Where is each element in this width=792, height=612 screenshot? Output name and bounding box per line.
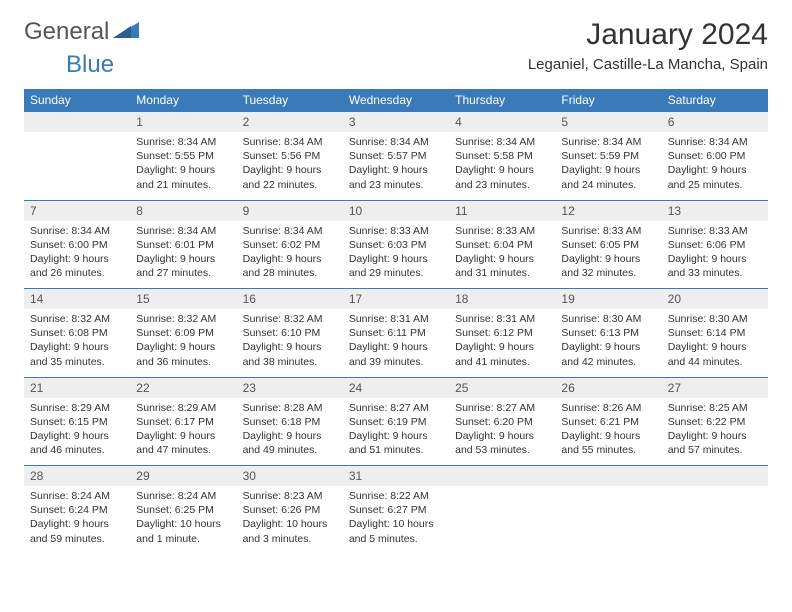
logo-text-blue: Blue bbox=[66, 51, 114, 79]
day-number: 18 bbox=[449, 289, 555, 310]
day-number: 21 bbox=[24, 377, 130, 398]
day-cell: Sunrise: 8:24 AMSunset: 6:25 PMDaylight:… bbox=[130, 486, 236, 554]
day-number: 9 bbox=[237, 200, 343, 221]
day-cell: Sunrise: 8:31 AMSunset: 6:12 PMDaylight:… bbox=[449, 309, 555, 377]
day-cell: Sunrise: 8:32 AMSunset: 6:10 PMDaylight:… bbox=[237, 309, 343, 377]
day-number: 20 bbox=[662, 289, 768, 310]
title-block: January 2024 Leganiel, Castille-La Manch… bbox=[528, 18, 768, 73]
day-cell: Sunrise: 8:27 AMSunset: 6:19 PMDaylight:… bbox=[343, 398, 449, 466]
weekday-header: Monday bbox=[130, 89, 236, 112]
day-number: 10 bbox=[343, 200, 449, 221]
day-number: 24 bbox=[343, 377, 449, 398]
day-cell: Sunrise: 8:34 AMSunset: 5:59 PMDaylight:… bbox=[555, 132, 661, 200]
day-number: 7 bbox=[24, 200, 130, 221]
day-number: 23 bbox=[237, 377, 343, 398]
day-number-row: 21222324252627 bbox=[24, 377, 768, 398]
day-cell: Sunrise: 8:22 AMSunset: 6:27 PMDaylight:… bbox=[343, 486, 449, 554]
logo: General bbox=[24, 18, 141, 46]
day-cell bbox=[555, 486, 661, 554]
logo-triangle-icon bbox=[113, 20, 139, 45]
day-number-row: 14151617181920 bbox=[24, 289, 768, 310]
day-cell bbox=[24, 132, 130, 200]
day-cell: Sunrise: 8:34 AMSunset: 5:57 PMDaylight:… bbox=[343, 132, 449, 200]
day-cell: Sunrise: 8:33 AMSunset: 6:04 PMDaylight:… bbox=[449, 221, 555, 289]
day-number: 22 bbox=[130, 377, 236, 398]
day-cell: Sunrise: 8:27 AMSunset: 6:20 PMDaylight:… bbox=[449, 398, 555, 466]
day-content-row: Sunrise: 8:29 AMSunset: 6:15 PMDaylight:… bbox=[24, 398, 768, 466]
day-number: 28 bbox=[24, 466, 130, 487]
day-cell: Sunrise: 8:33 AMSunset: 6:06 PMDaylight:… bbox=[662, 221, 768, 289]
day-number: 29 bbox=[130, 466, 236, 487]
day-number bbox=[24, 112, 130, 133]
day-number bbox=[449, 466, 555, 487]
day-cell: Sunrise: 8:29 AMSunset: 6:15 PMDaylight:… bbox=[24, 398, 130, 466]
day-number-row: 28293031 bbox=[24, 466, 768, 487]
day-cell: Sunrise: 8:32 AMSunset: 6:08 PMDaylight:… bbox=[24, 309, 130, 377]
day-number: 26 bbox=[555, 377, 661, 398]
day-number-row: 123456 bbox=[24, 112, 768, 133]
calendar-table: Sunday Monday Tuesday Wednesday Thursday… bbox=[24, 89, 768, 554]
day-number: 12 bbox=[555, 200, 661, 221]
day-number: 1 bbox=[130, 112, 236, 133]
weekday-header: Tuesday bbox=[237, 89, 343, 112]
location: Leganiel, Castille-La Mancha, Spain bbox=[528, 56, 768, 73]
day-number: 13 bbox=[662, 200, 768, 221]
weekday-header: Thursday bbox=[449, 89, 555, 112]
day-cell: Sunrise: 8:26 AMSunset: 6:21 PMDaylight:… bbox=[555, 398, 661, 466]
day-cell bbox=[662, 486, 768, 554]
day-cell: Sunrise: 8:28 AMSunset: 6:18 PMDaylight:… bbox=[237, 398, 343, 466]
day-cell bbox=[449, 486, 555, 554]
day-cell: Sunrise: 8:25 AMSunset: 6:22 PMDaylight:… bbox=[662, 398, 768, 466]
day-cell: Sunrise: 8:32 AMSunset: 6:09 PMDaylight:… bbox=[130, 309, 236, 377]
day-number: 19 bbox=[555, 289, 661, 310]
day-cell: Sunrise: 8:34 AMSunset: 5:58 PMDaylight:… bbox=[449, 132, 555, 200]
day-cell: Sunrise: 8:33 AMSunset: 6:03 PMDaylight:… bbox=[343, 221, 449, 289]
day-number: 30 bbox=[237, 466, 343, 487]
weekday-header: Saturday bbox=[662, 89, 768, 112]
day-number: 6 bbox=[662, 112, 768, 133]
day-number: 3 bbox=[343, 112, 449, 133]
day-content-row: Sunrise: 8:32 AMSunset: 6:08 PMDaylight:… bbox=[24, 309, 768, 377]
day-cell: Sunrise: 8:30 AMSunset: 6:14 PMDaylight:… bbox=[662, 309, 768, 377]
weekday-header: Wednesday bbox=[343, 89, 449, 112]
day-number: 5 bbox=[555, 112, 661, 133]
day-number: 27 bbox=[662, 377, 768, 398]
day-content-row: Sunrise: 8:34 AMSunset: 5:55 PMDaylight:… bbox=[24, 132, 768, 200]
day-number-row: 78910111213 bbox=[24, 200, 768, 221]
day-number: 8 bbox=[130, 200, 236, 221]
weekday-header-row: Sunday Monday Tuesday Wednesday Thursday… bbox=[24, 89, 768, 112]
day-number: 31 bbox=[343, 466, 449, 487]
day-content-row: Sunrise: 8:34 AMSunset: 6:00 PMDaylight:… bbox=[24, 221, 768, 289]
day-cell: Sunrise: 8:33 AMSunset: 6:05 PMDaylight:… bbox=[555, 221, 661, 289]
day-cell: Sunrise: 8:30 AMSunset: 6:13 PMDaylight:… bbox=[555, 309, 661, 377]
day-cell: Sunrise: 8:23 AMSunset: 6:26 PMDaylight:… bbox=[237, 486, 343, 554]
day-cell: Sunrise: 8:29 AMSunset: 6:17 PMDaylight:… bbox=[130, 398, 236, 466]
month-title: January 2024 bbox=[528, 18, 768, 52]
day-cell: Sunrise: 8:24 AMSunset: 6:24 PMDaylight:… bbox=[24, 486, 130, 554]
day-number: 4 bbox=[449, 112, 555, 133]
weekday-header: Friday bbox=[555, 89, 661, 112]
day-number bbox=[555, 466, 661, 487]
logo-text-general: General bbox=[24, 18, 109, 46]
day-number: 16 bbox=[237, 289, 343, 310]
day-cell: Sunrise: 8:34 AMSunset: 5:56 PMDaylight:… bbox=[237, 132, 343, 200]
day-number: 15 bbox=[130, 289, 236, 310]
day-number: 2 bbox=[237, 112, 343, 133]
day-cell: Sunrise: 8:34 AMSunset: 5:55 PMDaylight:… bbox=[130, 132, 236, 200]
day-content-row: Sunrise: 8:24 AMSunset: 6:24 PMDaylight:… bbox=[24, 486, 768, 554]
day-cell: Sunrise: 8:31 AMSunset: 6:11 PMDaylight:… bbox=[343, 309, 449, 377]
day-number bbox=[662, 466, 768, 487]
day-cell: Sunrise: 8:34 AMSunset: 6:01 PMDaylight:… bbox=[130, 221, 236, 289]
day-number: 14 bbox=[24, 289, 130, 310]
day-number: 17 bbox=[343, 289, 449, 310]
weekday-header: Sunday bbox=[24, 89, 130, 112]
day-number: 25 bbox=[449, 377, 555, 398]
day-cell: Sunrise: 8:34 AMSunset: 6:02 PMDaylight:… bbox=[237, 221, 343, 289]
day-cell: Sunrise: 8:34 AMSunset: 6:00 PMDaylight:… bbox=[662, 132, 768, 200]
day-number: 11 bbox=[449, 200, 555, 221]
day-cell: Sunrise: 8:34 AMSunset: 6:00 PMDaylight:… bbox=[24, 221, 130, 289]
